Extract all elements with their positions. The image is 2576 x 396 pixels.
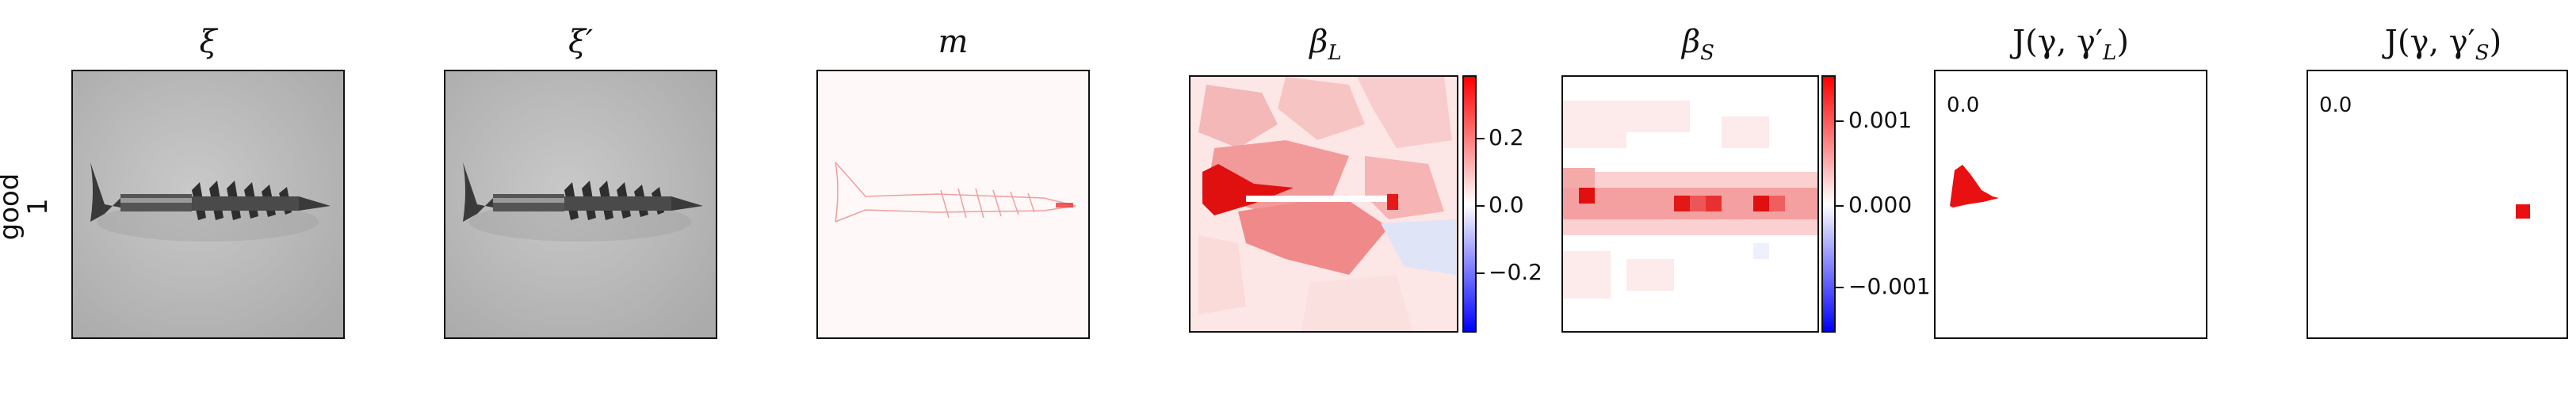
screw-image-xi-prime: [445, 71, 716, 337]
colorbar-beta-s: [1821, 75, 1836, 333]
panel-title-beta-s: βS: [1561, 24, 1835, 65]
j-l-region: [1950, 165, 1999, 208]
panel-title-j-s: J(γ, γ′S): [2307, 24, 2576, 65]
cbar-l-label-bottom: −0.2: [1489, 259, 1542, 285]
j-s-title: J(γ, γ′: [2384, 24, 2475, 60]
row-label-index: 1: [22, 198, 54, 215]
cbar-l-tick-mid: [1477, 205, 1485, 207]
panel-title-xi-prime: ξ′: [568, 24, 594, 60]
j-l-value: 0.0: [1947, 93, 1980, 117]
beta-l-subscript: L: [1328, 41, 1342, 65]
cbar-s-tick-top: [1836, 120, 1844, 122]
beta-l-symbol: β: [1309, 24, 1328, 60]
j-l-subscript: L: [2103, 41, 2117, 65]
heatmap-beta-s: [1563, 77, 1817, 331]
image-xi-prime: [444, 70, 717, 339]
screw-image-xi: [73, 71, 343, 337]
row-label: good 1: [0, 159, 54, 254]
panel-title-beta-l: βL: [1189, 24, 1462, 65]
cbar-l-label-top: 0.2: [1489, 124, 1524, 150]
image-beta-s: [1561, 75, 1819, 333]
cbar-s-tick-mid: [1836, 205, 1844, 207]
panel-title-xi: ξ: [199, 24, 217, 60]
beta-s-symbol: β: [1682, 24, 1701, 60]
panel-title-j-l: J(γ, γ′L): [1934, 24, 2207, 65]
cbar-l-tick-top: [1477, 138, 1485, 139]
panel-title-m: m: [938, 24, 969, 60]
j-s-title-close: ): [2489, 24, 2502, 60]
j-l-title-close: ): [2116, 24, 2129, 60]
image-j-s: 0.0: [2307, 70, 2568, 339]
heatmap-beta-l: [1191, 77, 1457, 331]
mask-image-m: [818, 71, 1088, 337]
colorbar-beta-l: [1462, 75, 1477, 333]
image-j-l: 0.0: [1934, 70, 2207, 339]
cbar-l-tick-bottom: [1477, 272, 1485, 274]
j-s-region: [2516, 204, 2530, 219]
image-m: [816, 70, 1090, 339]
j-l-title: J(γ, γ′: [2012, 24, 2104, 60]
cbar-s-label-bottom: −0.001: [1848, 273, 1931, 299]
cbar-l-label-mid: 0.0: [1489, 192, 1524, 218]
row-label-class: good: [0, 173, 25, 241]
j-s-subscript: S: [2475, 41, 2490, 65]
cbar-s-label-top: 0.001: [1848, 107, 1913, 133]
image-beta-l: [1189, 75, 1458, 333]
j-s-value: 0.0: [2319, 93, 2352, 117]
image-xi: [71, 70, 345, 339]
cbar-s-label-mid: 0.000: [1848, 192, 1913, 218]
beta-s-subscript: S: [1700, 41, 1714, 65]
cbar-s-tick-bottom: [1836, 287, 1844, 288]
